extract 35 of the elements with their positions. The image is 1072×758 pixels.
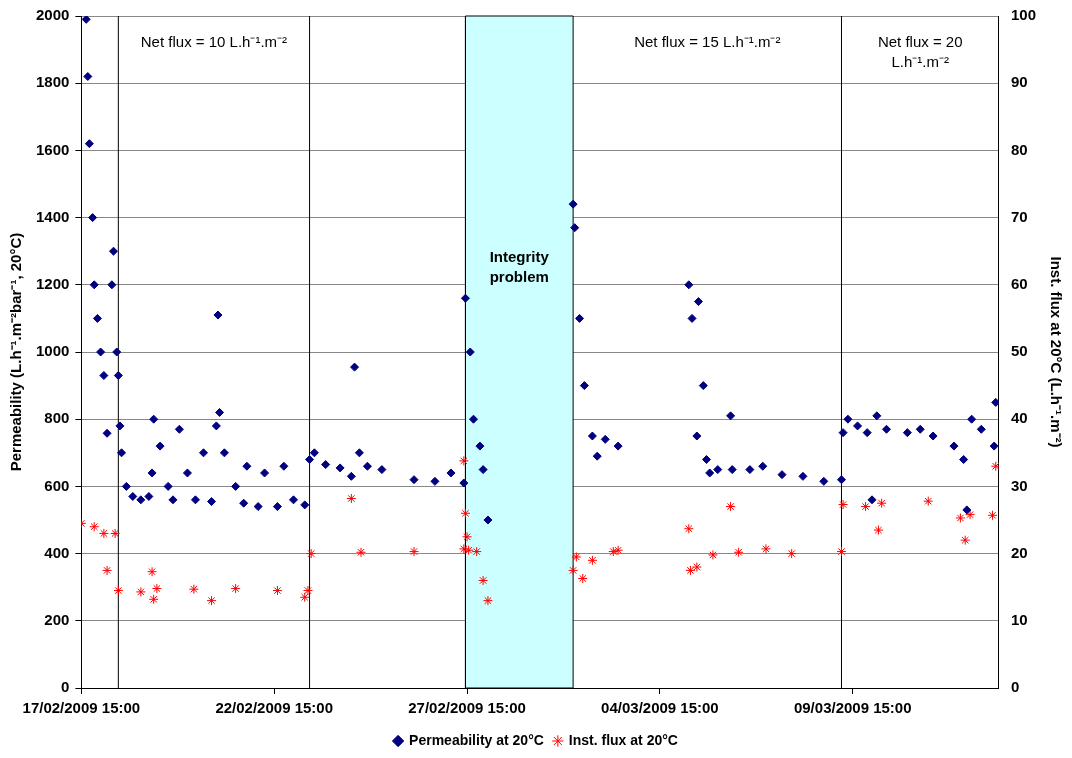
y2-tick-label: 10 <box>1010 610 1028 628</box>
y-tick-label: 1600 <box>35 140 70 158</box>
y-tick-label: 200 <box>44 610 70 628</box>
annotation: Net flux = 20 L.h⁻¹.m⁻² <box>876 32 964 72</box>
legend-label: Inst. flux at 20°C <box>568 731 678 748</box>
y2-tick-label: 70 <box>1010 207 1028 225</box>
band-label: Integrity problem <box>489 248 550 286</box>
y-tick-label: 400 <box>44 543 70 561</box>
y-tick-label: 1400 <box>35 207 70 225</box>
legend-label: Permeability at 20°C <box>409 731 544 748</box>
x-tick-label: 27/02/2009 15:00 <box>408 699 526 717</box>
x-tick-label: 04/03/2009 15:00 <box>601 699 719 717</box>
y2-tick-label: 0 <box>1010 678 1020 696</box>
y2-tick-label: 30 <box>1010 476 1028 494</box>
y2-axis-title: Inst. flux at 20°C (L.h⁻¹.m⁻²) <box>1047 256 1065 448</box>
y2-tick-label: 20 <box>1010 543 1028 561</box>
y-tick-label: 1000 <box>35 342 70 360</box>
y-tick-label: 800 <box>44 409 70 427</box>
y2-tick-label: 50 <box>1010 342 1028 360</box>
y2-tick-label: 100 <box>1010 6 1036 24</box>
annotation: Net flux = 15 L.h⁻¹.m⁻² <box>633 32 782 52</box>
y2-tick-label: 90 <box>1010 73 1028 91</box>
y-tick-label: 600 <box>44 476 70 494</box>
x-tick-label: 09/03/2009 15:00 <box>793 699 912 717</box>
annotation: Net flux = 10 L.h⁻¹.m⁻² <box>139 32 289 52</box>
y-tick-label: 0 <box>61 678 70 696</box>
y-tick-label: 1800 <box>35 73 70 91</box>
y2-tick-label: 40 <box>1010 409 1028 427</box>
y-axis-title: Permeability (L.h⁻¹.m⁻²bar⁻¹, 20°C) <box>7 232 25 472</box>
y2-tick-label: 80 <box>1010 140 1028 158</box>
y-tick-label: 2000 <box>35 6 70 24</box>
x-tick-label: 17/02/2009 15:00 <box>22 699 141 717</box>
x-tick-label: 22/02/2009 15:00 <box>215 699 334 717</box>
y-tick-label: 1200 <box>35 274 70 292</box>
y2-tick-label: 60 <box>1010 274 1028 292</box>
